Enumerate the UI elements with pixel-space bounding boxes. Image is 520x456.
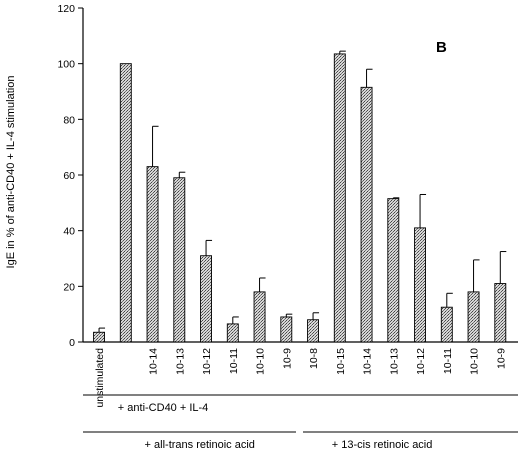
bar [333,53,346,343]
y-tick-label: 0 [69,337,75,349]
x-tick-label: unstimulated [94,348,106,408]
bar [387,198,400,343]
x-tick-label: 10-12 [415,348,427,375]
bar [494,283,507,343]
panel-label: B [436,39,447,56]
group-label: + anti-CD40 + IL-4 [118,402,209,414]
x-tick-labels: unstimulated 10-14 10-13 10-12 10-11 10-10 10-… [94,348,507,408]
bars [93,50,507,343]
y-tick-label: 120 [57,3,75,15]
group-brackets: + anti-CD40 + IL-4 + all-trans retinoic a… [83,394,518,451]
bar [226,323,239,343]
y-tick-label: 60 [63,170,75,182]
bar [253,291,266,343]
x-tick-label: 10-15 [335,348,347,375]
group-label: + all-trans retinoic acid [145,439,255,451]
bar [467,291,480,343]
bar [360,86,373,343]
bar [173,177,186,343]
bar [200,255,213,343]
x-tick-label: 10-14 [148,348,160,375]
x-tick-label: 10-11 [228,348,240,374]
x-tick-label: 10-13 [388,348,400,375]
bar [119,63,132,343]
bar [307,319,319,343]
x-tick-label: 10-11 [442,348,454,374]
x-tick-label: 10-12 [201,348,213,375]
x-tick-label: 10-9 [495,348,507,369]
x-tick-label: 10-14 [362,348,374,375]
x-tick-label: 10-8 [308,348,320,369]
y-tick-label: 20 [63,281,75,293]
x-tick-label: 10-9 [281,348,293,369]
bar [146,166,159,343]
y-tick-label: 40 [63,226,75,238]
y-ticks: 0 20 40 60 80 100 120 [57,3,83,349]
bar [440,306,453,343]
group-label: + 13-cis retinoic acid [332,439,433,451]
y-tick-label: 80 [63,114,75,126]
bar [414,227,426,343]
x-tick-label: 10-10 [469,348,481,375]
x-tick-label: 10-13 [174,348,186,375]
bar [93,331,106,343]
x-tick-label: 10-10 [255,348,267,375]
y-axis-title: IgE in % of anti-CD40 + IL-4 stimulation [5,76,17,269]
y-tick-label: 100 [57,59,75,71]
bar [280,316,293,343]
